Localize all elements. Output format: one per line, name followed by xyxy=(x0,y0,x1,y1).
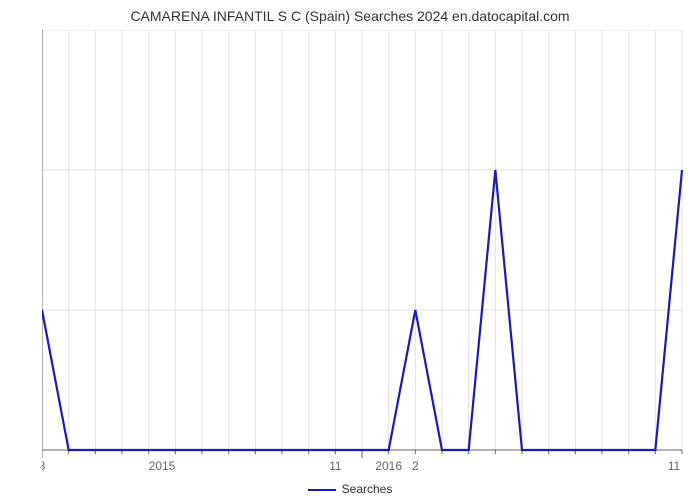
svg-text:11: 11 xyxy=(668,459,681,473)
svg-text:2015: 2015 xyxy=(149,459,176,473)
legend: Searches xyxy=(0,482,700,496)
chart-title: CAMARENA INFANTIL S C (Spain) Searches 2… xyxy=(0,8,700,24)
chart-container: { "chart": { "type": "line", "title": "C… xyxy=(0,0,700,500)
grid xyxy=(42,30,682,450)
svg-text:2016: 2016 xyxy=(375,459,402,473)
svg-text:2: 2 xyxy=(412,459,419,473)
svg-text:3: 3 xyxy=(42,459,46,473)
axis-labels: 012332015112016211 xyxy=(42,30,681,473)
svg-text:11: 11 xyxy=(329,459,342,473)
chart-plot-area: 012332015112016211 xyxy=(42,30,684,480)
legend-swatch xyxy=(308,489,336,491)
legend-label: Searches xyxy=(342,482,393,496)
